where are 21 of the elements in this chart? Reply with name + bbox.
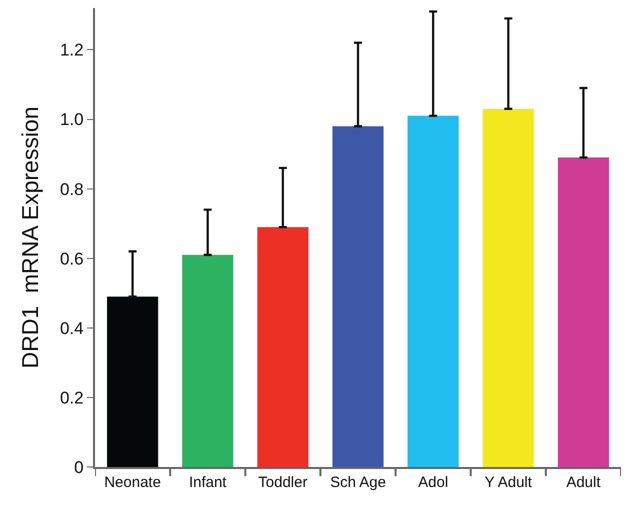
y-tick-label: 0 bbox=[74, 458, 84, 477]
y-tick-label: 0.8 bbox=[60, 180, 84, 199]
bar bbox=[257, 227, 308, 467]
x-tick-label: Adult bbox=[566, 474, 602, 491]
bar bbox=[332, 126, 384, 467]
x-tick-label: Y Adult bbox=[484, 474, 533, 491]
y-axis-title: DRD1 mRNA Expression bbox=[16, 106, 43, 369]
x-tick-label: Adol bbox=[418, 474, 448, 491]
y-tick-label: 0.6 bbox=[60, 249, 84, 268]
bar bbox=[558, 158, 609, 467]
x-tick-label: Neonate bbox=[104, 474, 161, 491]
x-tick-label: Sch Age bbox=[330, 474, 386, 491]
bar bbox=[482, 108, 534, 467]
y-tick-label: 1.0 bbox=[60, 110, 84, 130]
x-tick-label: Infant bbox=[188, 474, 228, 491]
bar bbox=[182, 254, 234, 467]
y-tick-label: 0.2 bbox=[60, 388, 84, 408]
bar bbox=[408, 116, 459, 467]
y-tick-label: 0.4 bbox=[60, 318, 84, 338]
y-tick-label: 1.2 bbox=[60, 40, 84, 60]
x-tick-label: Toddler bbox=[258, 474, 308, 491]
